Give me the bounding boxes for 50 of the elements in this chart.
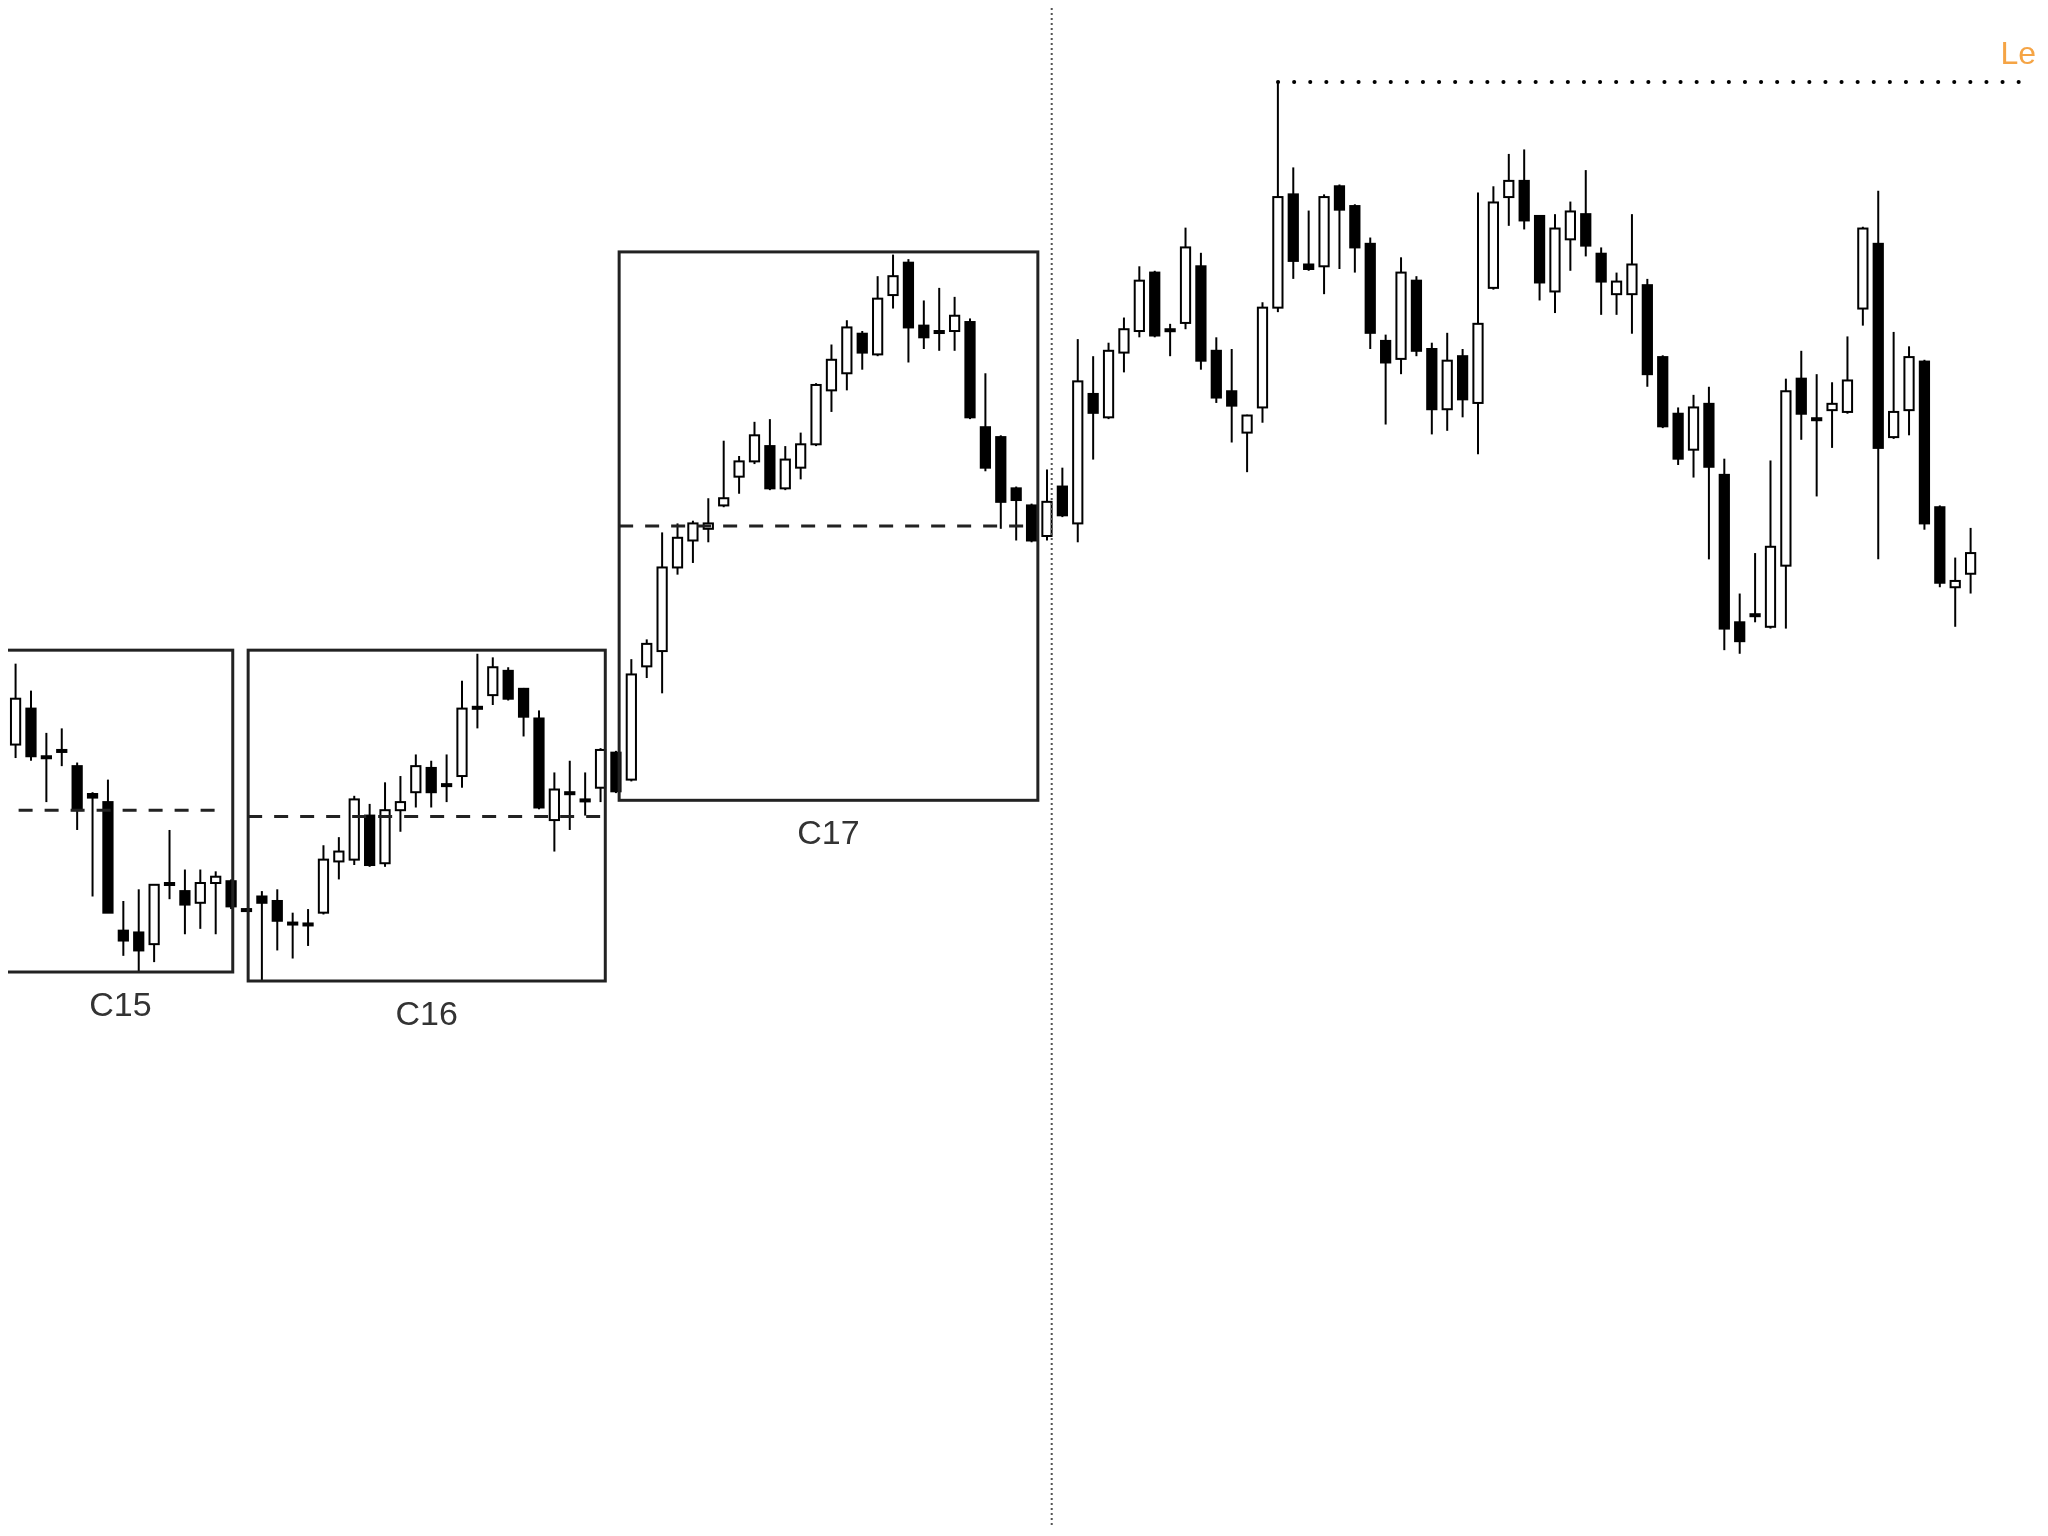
candlestick xyxy=(948,295,961,352)
candlestick xyxy=(1503,152,1515,227)
candlestick xyxy=(918,299,930,350)
candlestick xyxy=(133,888,145,974)
candlestick xyxy=(256,890,268,981)
candlestick xyxy=(163,828,176,901)
candlestick xyxy=(887,253,899,310)
candlestick xyxy=(933,286,945,352)
candlestick xyxy=(194,868,206,930)
candlestick xyxy=(1303,209,1315,272)
candlestick xyxy=(1734,592,1746,655)
candlestick xyxy=(86,791,99,898)
candlestick xyxy=(1811,373,1823,498)
candlestick xyxy=(302,908,314,947)
candlestick xyxy=(1241,413,1253,474)
candlestick xyxy=(271,888,283,952)
text: C15 xyxy=(89,985,152,1024)
candlestick xyxy=(471,652,484,730)
candlestick xyxy=(394,775,407,833)
candlestick xyxy=(287,911,299,960)
ref-line-label: Le xyxy=(2000,35,2036,71)
text: C16 xyxy=(395,994,458,1032)
candlestick xyxy=(1826,381,1838,449)
candlestick xyxy=(1164,322,1176,358)
candlestick xyxy=(1610,271,1623,316)
candlestick xyxy=(1749,552,1761,624)
candlestick xyxy=(1380,333,1392,426)
candlestick xyxy=(179,868,191,936)
candlestick xyxy=(210,870,222,936)
annotation: C17 xyxy=(797,813,860,852)
candlestick xyxy=(40,731,52,804)
candlestick xyxy=(795,431,807,481)
candlestick xyxy=(1226,348,1238,444)
candlestick xyxy=(718,439,730,509)
candlestick xyxy=(333,836,345,881)
candlestick xyxy=(117,899,129,957)
candlestick xyxy=(579,771,591,817)
candlestick xyxy=(1964,526,1977,595)
candlestick xyxy=(440,753,453,804)
candlestick xyxy=(1118,316,1130,374)
candlestick xyxy=(641,638,653,680)
candlestick xyxy=(56,727,68,768)
candlestick xyxy=(1949,556,1961,628)
candlestick xyxy=(1087,355,1099,461)
candlestick xyxy=(564,759,576,831)
candlestick xyxy=(733,454,745,495)
candlestick xyxy=(1333,183,1346,270)
candlestick xyxy=(856,330,868,371)
candlestick xyxy=(687,519,699,564)
candlestick xyxy=(1010,485,1022,542)
